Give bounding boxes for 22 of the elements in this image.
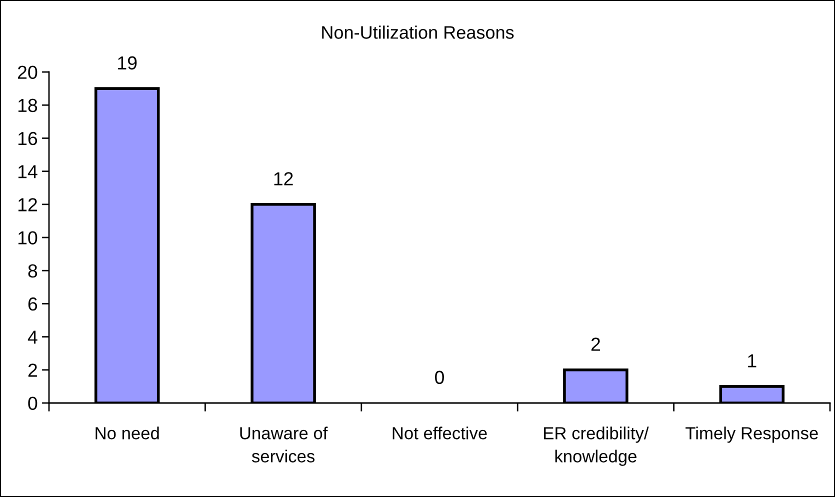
data-label: 19 (118, 56, 137, 70)
y-tick-label: 4 (28, 330, 38, 344)
y-tick-label: 14 (18, 165, 38, 178)
data-label: 2 (591, 338, 600, 351)
x-tick-label: ER credibility/ knowledge (544, 426, 649, 466)
x-tick-label: No need (96, 426, 159, 440)
y-tick-label: 8 (28, 264, 38, 278)
x-tick-label: Not effective (392, 426, 487, 440)
y-tick-label: 6 (28, 297, 38, 311)
y-tick-label: 12 (18, 198, 37, 212)
data-label: 12 (274, 172, 293, 186)
y-tick-label: 18 (18, 98, 38, 112)
y-tick-label: 20 (18, 66, 38, 79)
y-tick-label: 0 (28, 396, 38, 410)
y-tick-label: 2 (28, 364, 37, 377)
data-label: 0 (435, 370, 444, 384)
x-tick-label: Unaware of services (240, 426, 328, 462)
x-tick-label: Timely Response (686, 426, 818, 443)
y-tick-label: 16 (18, 132, 38, 146)
chart-title: Non-Utilization Reasons (322, 26, 514, 39)
data-label: 1 (748, 354, 756, 368)
y-tick-label: 10 (18, 231, 38, 244)
